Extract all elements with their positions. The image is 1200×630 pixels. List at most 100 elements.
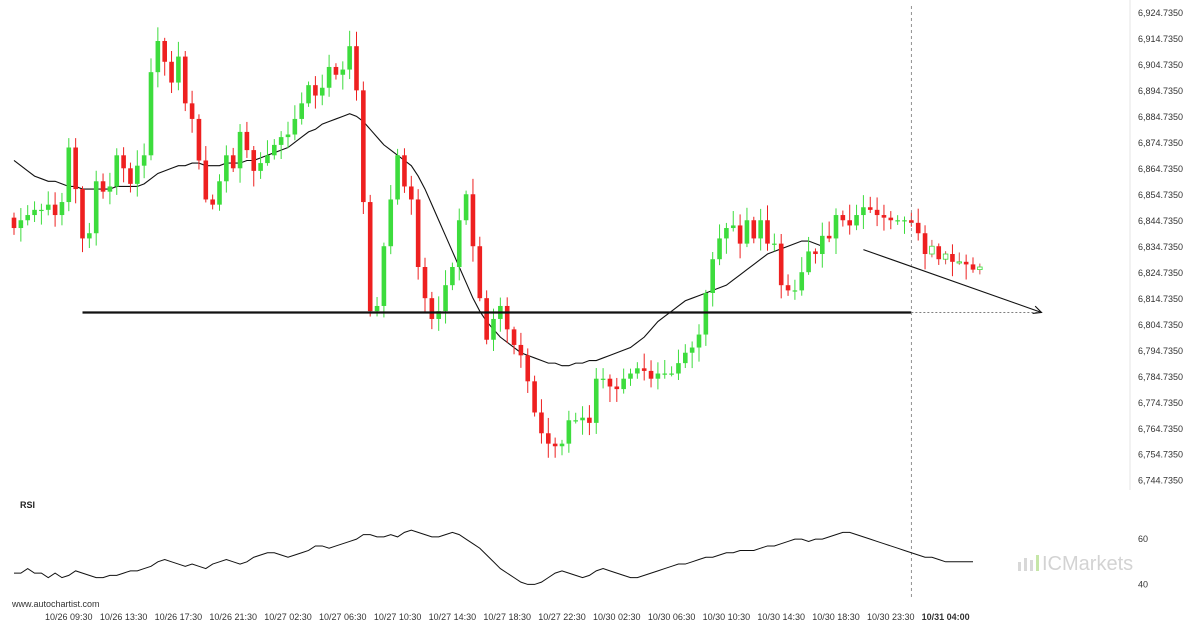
candle-body xyxy=(970,264,976,270)
candle-body xyxy=(696,334,702,348)
time-tick-label: 10/26 13:30 xyxy=(100,612,148,622)
candle-body xyxy=(676,363,681,374)
candle-body xyxy=(826,235,832,239)
rsi-line-layer xyxy=(14,529,973,585)
candle-body xyxy=(306,85,311,104)
candle-body xyxy=(778,243,784,286)
candle-body xyxy=(395,155,400,200)
candle-body xyxy=(717,238,722,260)
candle-body xyxy=(367,202,373,312)
candle-body xyxy=(956,261,962,264)
price-tick-label: 6,924.7350 xyxy=(1138,8,1183,18)
candle-body xyxy=(470,194,476,247)
candle-body xyxy=(237,131,243,169)
candle-body xyxy=(607,378,613,387)
candle-body xyxy=(867,207,873,210)
candle-body xyxy=(641,368,647,371)
candle-body xyxy=(278,137,284,145)
candle-body xyxy=(25,215,30,221)
candle-body xyxy=(792,290,798,292)
candle-body xyxy=(648,370,654,379)
candle-body xyxy=(525,355,531,382)
pattern-overlay xyxy=(82,6,1043,600)
candle-body xyxy=(114,155,120,187)
candle-body xyxy=(128,168,133,184)
price-tick-label: 6,754.7350 xyxy=(1138,450,1183,460)
candle-body xyxy=(593,378,599,423)
candle-body xyxy=(148,72,154,156)
candle-body xyxy=(484,298,489,340)
candle-body xyxy=(340,69,346,75)
price-tick-label: 6,844.7350 xyxy=(1138,216,1183,226)
candlestick-series xyxy=(11,27,983,458)
candle-body xyxy=(669,373,674,375)
price-tick-label: 6,824.7350 xyxy=(1138,268,1183,278)
candle-body xyxy=(45,204,51,210)
time-tick-label: 10/27 14:30 xyxy=(429,612,477,622)
candle-body xyxy=(258,163,263,171)
candle-body xyxy=(710,259,715,293)
candle-body xyxy=(230,155,236,169)
rsi-tick-label: 40 xyxy=(1138,579,1148,589)
candle-body xyxy=(73,147,78,190)
candle-body xyxy=(39,209,44,212)
candle-body xyxy=(436,311,441,319)
time-tick-label: 10/26 21:30 xyxy=(209,612,257,622)
candle-body xyxy=(888,217,894,221)
candle-body xyxy=(210,199,215,205)
candle-body xyxy=(840,215,846,221)
candle-body xyxy=(730,225,736,229)
time-tick-label: 10/26 09:30 xyxy=(45,612,93,622)
candle-body xyxy=(799,272,805,291)
candle-body xyxy=(32,209,37,216)
candle-body xyxy=(196,118,202,161)
candle-body xyxy=(422,267,428,299)
candle-body xyxy=(504,305,510,330)
price-tick-label: 6,764.7350 xyxy=(1138,424,1183,434)
candle-body xyxy=(135,165,140,184)
candle-body xyxy=(388,199,394,247)
candle-body xyxy=(833,215,839,239)
candle-body xyxy=(333,66,339,75)
candle-body xyxy=(272,144,277,156)
candle-body xyxy=(765,220,770,244)
candle-body xyxy=(573,420,578,422)
candle-body xyxy=(121,155,126,169)
candle-body xyxy=(244,131,250,151)
candle-body xyxy=(141,155,147,166)
candle-body xyxy=(758,220,763,239)
candle-body xyxy=(59,202,65,216)
candle-body xyxy=(511,329,517,345)
candle-body xyxy=(456,220,462,268)
source-credit: www.autochartist.com xyxy=(11,599,100,609)
time-axis: 10/26 09:30 10/26 13:30 10/26 17:30 10/26 2… xyxy=(45,612,970,622)
price-tick-label: 6,864.7350 xyxy=(1138,164,1183,174)
time-tick-label: 10/30 02:30 xyxy=(593,612,641,622)
candle-body xyxy=(942,253,949,260)
candle-body xyxy=(176,56,181,83)
candle-body xyxy=(580,417,585,421)
candle-body xyxy=(463,194,469,221)
candle-body xyxy=(155,40,161,73)
candle-body xyxy=(374,305,380,312)
candle-body xyxy=(909,220,914,223)
candle-body xyxy=(409,186,414,200)
time-tick-label: 10/27 02:30 xyxy=(264,612,312,622)
candle-body xyxy=(566,420,572,444)
candle-body xyxy=(963,261,969,265)
candle-body xyxy=(66,147,72,203)
candle-body xyxy=(600,378,606,380)
candle-body xyxy=(552,443,558,447)
candle-body xyxy=(313,85,318,96)
candle-body xyxy=(737,225,743,244)
rsi-axis: 60 40 xyxy=(1138,534,1148,589)
time-tick-label: 10/27 10:30 xyxy=(374,612,422,622)
candle-body xyxy=(772,243,777,245)
candle-body xyxy=(361,90,366,203)
rsi-line xyxy=(14,529,973,585)
candle-body xyxy=(683,352,688,364)
candle-body xyxy=(559,443,565,447)
price-tick-label: 6,784.7350 xyxy=(1138,372,1183,382)
candle-body xyxy=(662,373,668,375)
